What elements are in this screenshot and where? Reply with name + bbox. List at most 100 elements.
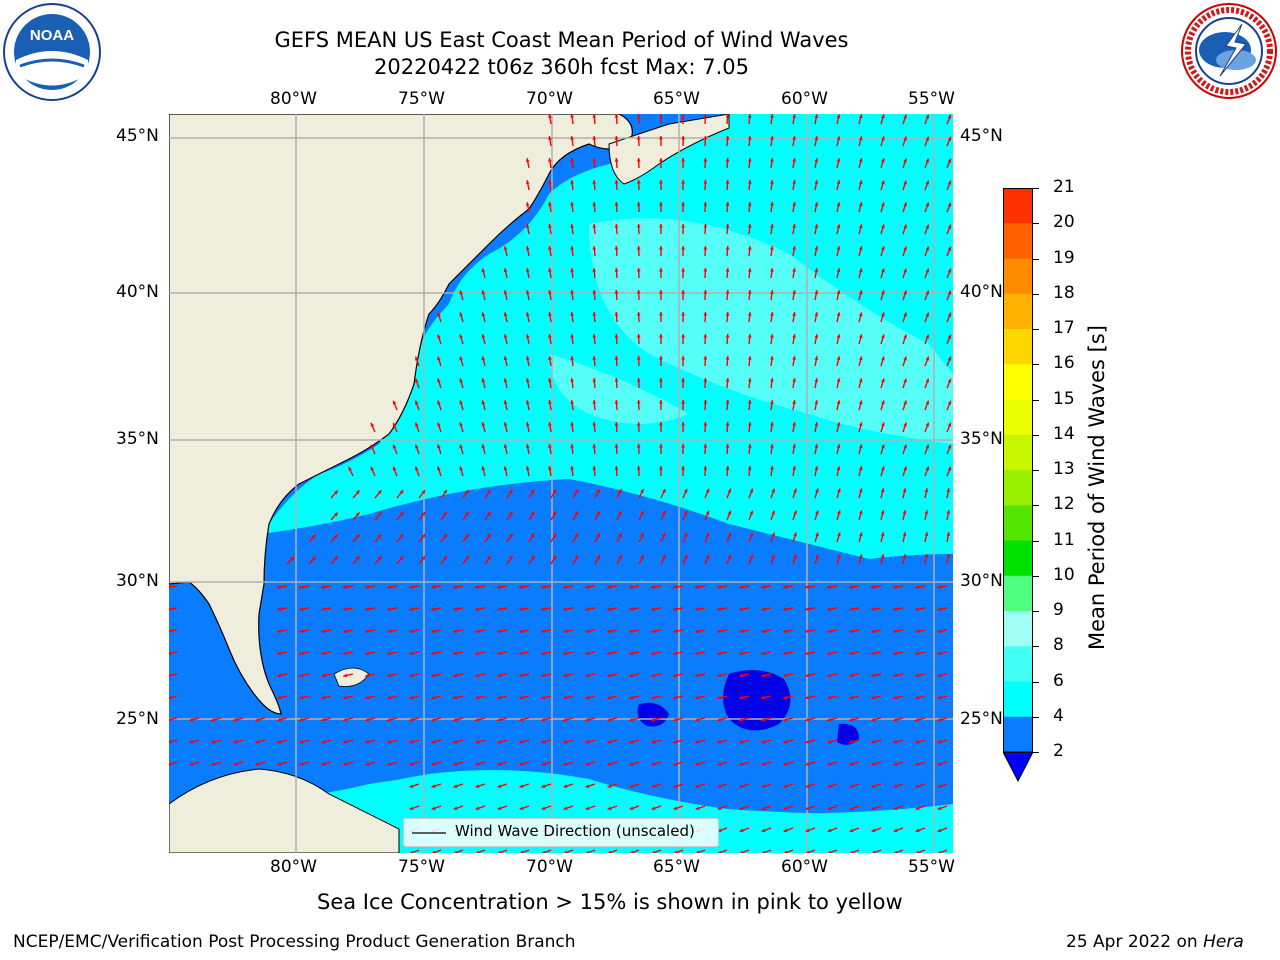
wind-arrow-head-405 <box>662 489 666 493</box>
wind-arrow-head-779 <box>299 762 304 766</box>
wind-arrow-head-132 <box>814 246 819 250</box>
wind-arrow-head-621 <box>607 651 611 656</box>
land-cuba <box>169 768 400 853</box>
wind-arrow-head-273 <box>770 378 774 382</box>
wind-arrow-head-549 <box>431 607 435 611</box>
wind-arrow-head-876 <box>783 828 788 833</box>
wind-arrow-head-675 <box>387 695 392 700</box>
wind-arrow-head-162 <box>481 290 486 295</box>
wind-arrow-head-261 <box>503 378 508 383</box>
wind-arrow-head-73 <box>858 180 863 185</box>
wind-arrow-head-145 <box>614 268 619 272</box>
wind-arrow-head-757 <box>607 740 612 744</box>
wind-arrow-head-21 <box>592 136 597 140</box>
wind-arrow-head-138 <box>947 246 952 251</box>
wind-arrow-head-175 <box>770 290 774 294</box>
wind-arrow-head-254 <box>903 356 907 361</box>
wind-arrow-head-643 <box>387 673 392 678</box>
wind-arrow-head-735 <box>915 717 920 722</box>
wind-arrow-head-128 <box>725 246 730 250</box>
wind-arrow-head-372 <box>570 466 574 470</box>
wind-arrow-head-224 <box>792 334 796 338</box>
wind-arrow-head-649 <box>519 673 524 678</box>
wind-arrow-head-832 <box>915 784 920 788</box>
wind-arrow-head-725 <box>695 717 700 722</box>
wind-arrow-605 <box>169 651 178 655</box>
wind-arrow-head-850 <box>761 806 766 810</box>
wind-arrow-head-559 <box>651 607 655 611</box>
wind-arrow-head-308 <box>370 422 375 427</box>
wind-arrow-head-459 <box>552 533 557 538</box>
wind-arrow-head-560 <box>673 607 677 611</box>
wind-arrow-head-705 <box>255 717 260 722</box>
wind-arrow-head-83 <box>636 202 641 206</box>
wind-arrow-head-417 <box>924 488 929 493</box>
wind-arrow-head-425 <box>465 511 469 516</box>
wind-arrow-head-510 <box>277 585 281 589</box>
legend-label: Wind Wave Direction (unscaled) <box>455 822 695 840</box>
wind-arrow-head-359 <box>903 444 907 449</box>
lon-label-bottom-65w: 65°W <box>653 857 700 877</box>
colorbar-tick-mark-6 <box>1033 681 1039 683</box>
wind-arrow-head-498 <box>727 554 732 559</box>
wind-arrow-head-54 <box>881 158 885 163</box>
wind-wave-arrows <box>169 114 952 853</box>
wind-arrow-head-595 <box>739 629 743 634</box>
wind-arrow-head-292 <box>614 400 619 404</box>
wind-arrow-head-242 <box>636 356 641 360</box>
wind-arrow-head-786 <box>453 762 458 766</box>
wind-arrow-head-200 <box>792 312 796 316</box>
wind-arrow-head-598 <box>805 629 809 634</box>
wind-arrow-head-566 <box>805 607 809 611</box>
wind-arrow-head-222 <box>747 334 752 338</box>
wind-arrow-head-720 <box>585 717 590 722</box>
wind-arrow-head-736 <box>937 717 942 722</box>
wind-arrow-head-519 <box>475 585 479 589</box>
wind-arrow-head-554 <box>541 607 545 611</box>
wind-arrow-head-826 <box>783 784 788 788</box>
wind-arrow-head-500 <box>771 554 775 559</box>
wind-arrow-head-63 <box>636 180 641 184</box>
wind-arrow-head-135 <box>881 246 885 251</box>
colorbar-tick-mark-16 <box>1033 364 1039 366</box>
wind-arrow-head-548 <box>409 607 413 611</box>
wind-arrow-head-819 <box>629 784 634 788</box>
wind-arrow-head-373 <box>592 466 597 470</box>
wind-arrow-head-169 <box>636 290 641 294</box>
wind-arrow-head-620 <box>585 651 589 656</box>
wind-arrow-head-293 <box>636 400 641 404</box>
land-north-america <box>169 114 633 715</box>
wind-arrow-head-770 <box>893 740 898 744</box>
wind-arrow-head-30 <box>792 136 796 140</box>
wind-arrow-head-218 <box>659 334 663 338</box>
wind-arrow-head-433 <box>640 511 644 515</box>
wind-arrow-head-673 <box>343 695 348 700</box>
wind-arrow-head-43 <box>636 158 641 162</box>
wind-arrow-head-477 <box>946 532 951 536</box>
wind-arrow-head-890 <box>542 850 546 853</box>
wind-arrow-head-50 <box>792 158 796 162</box>
wind-arrow-head-282 <box>392 400 397 405</box>
wind-arrow-head-797 <box>695 762 700 766</box>
wind-arrow-head-317 <box>570 422 574 426</box>
wind-arrow-head-395 <box>443 490 447 494</box>
wind-arrow-head-580 <box>409 629 413 634</box>
wind-arrow-head-733 <box>871 717 876 722</box>
wind-arrow-head-501 <box>793 554 797 559</box>
wind-arrow-head-704 <box>233 717 238 722</box>
wind-arrow-head-902 <box>806 850 810 853</box>
wind-arrow-head-345 <box>592 444 597 448</box>
colorbar-label: Mean Period of Wind Waves [s] <box>1085 325 1109 650</box>
wind-arrow-head-809 <box>409 784 414 788</box>
ocean-high-field <box>589 218 953 444</box>
wind-arrow-head-228 <box>881 334 885 339</box>
wind-arrow-head-204 <box>881 312 885 317</box>
lon-label-bottom-75w: 75°W <box>398 857 445 877</box>
wind-arrow-head-353 <box>770 444 774 448</box>
wind-arrow-head-610 <box>365 651 369 656</box>
wind-arrow-head-280 <box>925 378 930 383</box>
wind-arrow-head-742 <box>277 740 282 744</box>
wind-arrow-head-392 <box>377 490 382 495</box>
colorbar-segment-9 <box>1003 399 1033 436</box>
wind-arrow-head-806 <box>893 762 898 766</box>
